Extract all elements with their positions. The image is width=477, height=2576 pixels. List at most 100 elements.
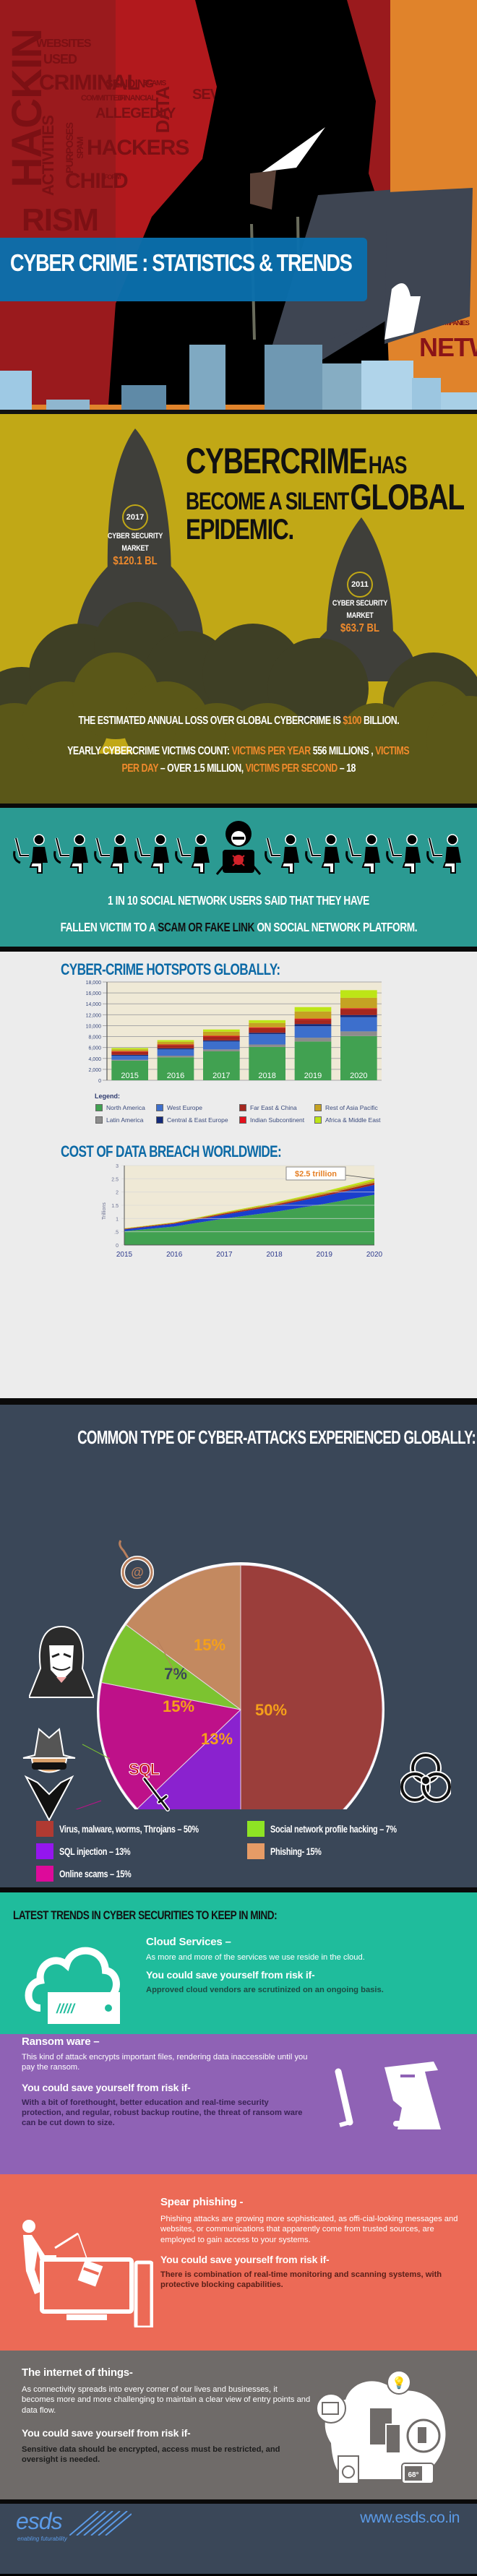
bar-segment: [111, 1056, 148, 1060]
svg-text:2015: 2015: [121, 1072, 138, 1080]
trend-advice: Approved cloud vendors are scrutinized o…: [146, 1986, 384, 1995]
bar-segment: [203, 1035, 240, 1037]
laptop-screen: [384, 188, 473, 344]
bar-segment: [203, 1031, 240, 1036]
bar-segment: [294, 1038, 332, 1042]
headline-global: GLOBAL: [350, 477, 465, 517]
legend-label: Latin America: [106, 1116, 144, 1124]
loss-prefix: THE ESTIMATED ANNUAL LOSS OVER GLOBAL CY…: [78, 715, 343, 727]
trend-heading: Spear phishing -: [160, 2196, 244, 2208]
legend-item: Latin America: [95, 1116, 156, 1124]
user-at-laptop-icon: [175, 834, 210, 874]
legend-label: SQL injection – 13%: [59, 1845, 131, 1857]
logo-stripes: [69, 2511, 132, 2536]
hero-word: CHILD: [65, 169, 129, 193]
legend-swatch: [156, 1116, 163, 1124]
bar-segment: [249, 1028, 285, 1033]
svg-text:2018: 2018: [266, 1251, 283, 1259]
svg-text:2015: 2015: [116, 1251, 133, 1259]
svg-text:2.5: 2.5: [111, 1177, 119, 1182]
loss-suffix: BILLION.: [361, 715, 400, 727]
hero-word: RISM: [22, 202, 99, 238]
rocket-clouds-illustration: [0, 428, 477, 808]
bar-segment: [111, 1059, 148, 1061]
user-at-laptop-icon: [305, 834, 340, 874]
hotspots-legend: North America West Europe Far East & China…: [95, 1104, 384, 1124]
website-link[interactable]: www.esds.co.in: [360, 2510, 460, 2526]
bar-segment: [294, 1024, 332, 1027]
headline-become: BECOME A SILENT: [186, 488, 349, 515]
legend-swatch: [247, 1821, 265, 1837]
trend-advice: There is combination of real-time monito…: [160, 2270, 442, 2290]
svg-text:10,000: 10,000: [86, 1024, 102, 1029]
social-line1: 1 IN 10 SOCIAL NETWORK USERS SAID THAT T…: [108, 893, 369, 908]
legend-label: North America: [106, 1104, 145, 1111]
user-at-laptop-icon: [94, 834, 129, 874]
trend-advice: Sensitive data should be encrypted, acce…: [22, 2444, 280, 2465]
svg-text:1.5: 1.5: [111, 1204, 119, 1209]
legend-label: Africa & Middle East: [325, 1116, 381, 1124]
pie-legend-item: SQL injection – 13%: [36, 1843, 247, 1859]
bar-segment: [203, 1029, 240, 1032]
legend-item: Africa & Middle East: [314, 1116, 387, 1124]
area-series: [124, 1194, 374, 1245]
bar-segment: [294, 1020, 332, 1025]
social-text: FALLEN VICTIM TO A: [60, 920, 158, 934]
trend-advice: With a bit of forethought, better educat…: [22, 2098, 303, 2128]
victims-stat: YEARLY CYBERCRIME VICTIMS COUNT: VICTIMS…: [0, 741, 477, 762]
headline-cybercrime: CYBERCRIME: [186, 441, 368, 481]
legend-swatch: [36, 1821, 53, 1837]
spy-scammer-icon: [22, 1728, 76, 1822]
bar-segment: [340, 990, 377, 998]
legend-label: Indian Subcontinent: [250, 1116, 305, 1124]
user-at-laptop-icon: [345, 834, 380, 874]
thermostat-reading: 68°: [408, 2471, 418, 2479]
title-banner: [0, 238, 367, 301]
pie-legend-item: Online scams – 15%: [36, 1866, 247, 1882]
bar-segment: [157, 1056, 194, 1058]
bar-segment: [203, 1051, 240, 1080]
social-network-section: 1 IN 10 SOCIAL NETWORK USERS SAID THAT T…: [0, 808, 477, 947]
breach-title: COST OF DATA BREACH WORLDWIDE:: [61, 1142, 282, 1160]
bar-segment: [111, 1054, 148, 1056]
annual-loss-stat: THE ESTIMATED ANNUAL LOSS OVER GLOBAL CY…: [0, 715, 477, 728]
bar-segment: [340, 1009, 377, 1015]
victims-stat-line2: PER DAY – OVER 1.5 MILLION, VICTIMS PER …: [121, 762, 356, 775]
bar-segment: [340, 1017, 377, 1032]
social-highlight: SCAM OR FAKE LINK: [157, 920, 254, 934]
bar-segment: [249, 1046, 285, 1080]
trend-save-heading: You could save yourself from risk if-: [22, 2081, 191, 2093]
hero-word: WEBSITES: [36, 38, 92, 50]
rocket-value: $63.7 BL: [340, 622, 379, 635]
esds-logo[interactable]: esds: [16, 2508, 63, 2534]
bar-segment: [249, 1033, 285, 1035]
legend-swatch: [239, 1116, 246, 1124]
svg-text:18,000: 18,000: [86, 981, 102, 986]
user-at-laptop-icon: [265, 834, 299, 874]
bar-segment: [111, 1048, 148, 1050]
legend-label: Rest of Asia Pacific: [325, 1104, 378, 1111]
bar-segment: [294, 1018, 332, 1020]
rocket-value: $120.1 BL: [113, 555, 158, 568]
bar-segment: [111, 1051, 148, 1055]
bar-segment: [294, 1007, 332, 1012]
trend-body: This kind of attack encrypts important f…: [22, 2053, 308, 2072]
rocket-label-line1: CYBER SECURITY: [332, 599, 388, 608]
pie-slice: [98, 1681, 242, 1809]
hero-word: FORM: [104, 173, 121, 181]
svg-text:12,000: 12,000: [86, 1013, 102, 1018]
logo-tagline: enabling futurability: [17, 2536, 67, 2542]
bar-segment: [157, 1048, 194, 1050]
bar-segment: [340, 997, 377, 1009]
trend-save-heading: You could save yourself from risk if-: [160, 2253, 330, 2265]
svg-text://///: /////: [56, 2002, 76, 2016]
trend-body: As connectivity spreads into every corne…: [22, 2385, 311, 2415]
hero-word: HACKERS: [87, 136, 189, 160]
bar-segment: [203, 1049, 240, 1051]
pie-legend-item: Social network profile hacking – 7%: [247, 1821, 450, 1837]
bar-segment: [203, 1036, 240, 1041]
legend-item: Rest of Asia Pacific: [314, 1104, 387, 1111]
bar-segment: [249, 1022, 285, 1028]
hero-word: FINANCIAL: [119, 94, 156, 103]
svg-text:$2.5 trillion: $2.5 trillion: [295, 1170, 337, 1179]
